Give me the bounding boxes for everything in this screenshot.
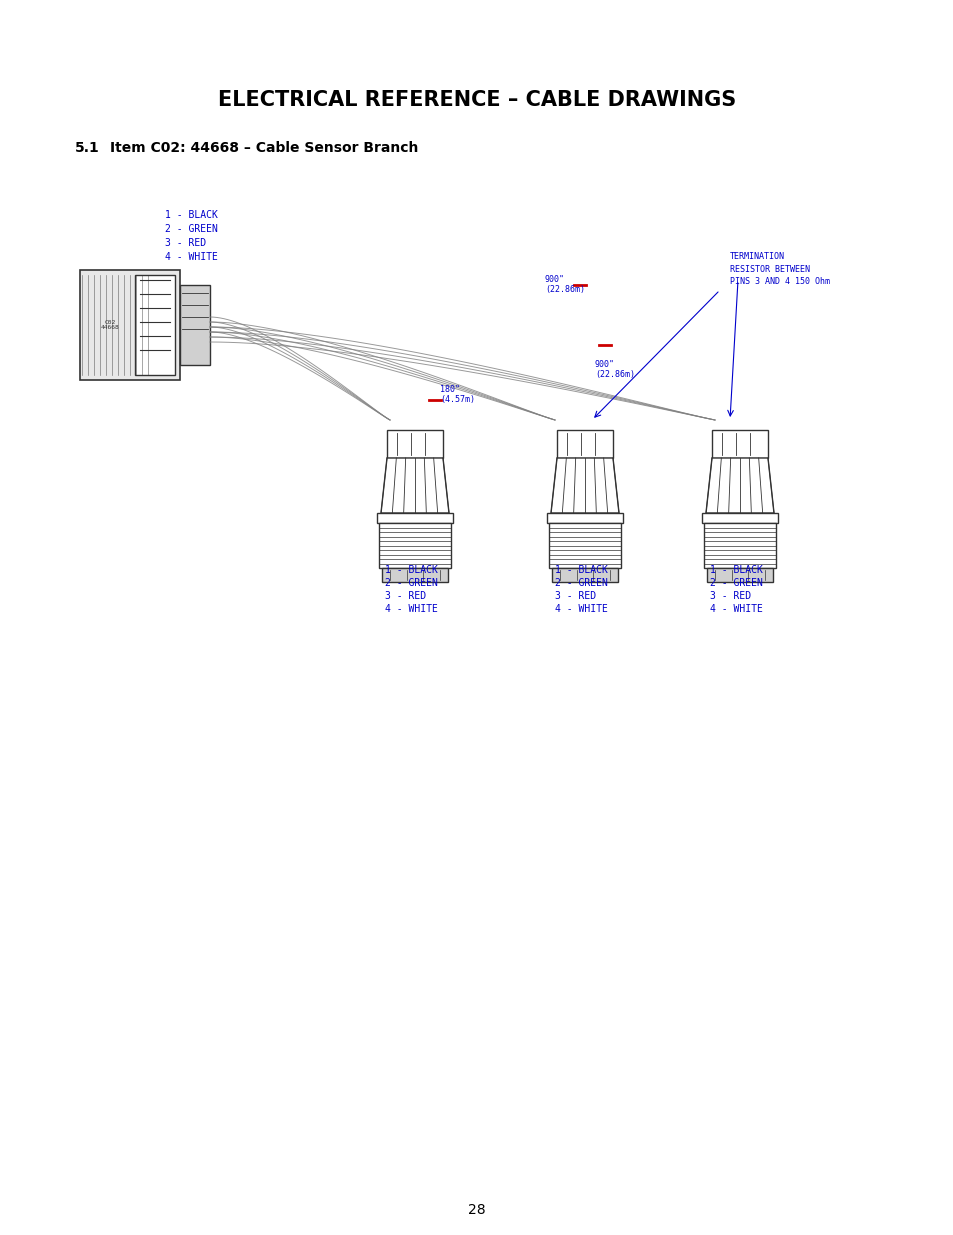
Bar xyxy=(548,522,620,568)
Text: 2 - GREEN: 2 - GREEN xyxy=(385,578,437,588)
Text: 3 - RED: 3 - RED xyxy=(555,592,596,601)
Bar xyxy=(135,275,174,375)
Text: 28: 28 xyxy=(468,1203,485,1216)
Text: 5.1: 5.1 xyxy=(75,141,100,156)
Text: 3 - RED: 3 - RED xyxy=(385,592,426,601)
Text: C02
44668: C02 44668 xyxy=(100,320,119,331)
Text: 4 - WHITE: 4 - WHITE xyxy=(165,252,217,262)
Text: 180"
(4.57m): 180" (4.57m) xyxy=(439,385,475,404)
Text: 900"
(22.86m): 900" (22.86m) xyxy=(544,275,584,294)
Text: 2 - GREEN: 2 - GREEN xyxy=(165,224,217,233)
Bar xyxy=(703,522,775,568)
Bar xyxy=(706,568,772,582)
Polygon shape xyxy=(380,458,449,513)
Text: 2 - GREEN: 2 - GREEN xyxy=(709,578,762,588)
Text: 1 - BLACK: 1 - BLACK xyxy=(165,210,217,220)
Bar xyxy=(552,568,618,582)
Polygon shape xyxy=(551,458,618,513)
Text: 1 - BLACK: 1 - BLACK xyxy=(555,564,607,576)
Bar xyxy=(557,430,613,458)
Text: 4 - WHITE: 4 - WHITE xyxy=(385,604,437,614)
Text: Item C02: 44668 – Cable Sensor Branch: Item C02: 44668 – Cable Sensor Branch xyxy=(110,141,418,156)
Text: ELECTRICAL REFERENCE – CABLE DRAWINGS: ELECTRICAL REFERENCE – CABLE DRAWINGS xyxy=(217,90,736,110)
Bar xyxy=(701,513,778,522)
Bar xyxy=(381,568,448,582)
Bar xyxy=(711,430,767,458)
Bar xyxy=(387,430,442,458)
Text: 3 - RED: 3 - RED xyxy=(709,592,750,601)
Bar xyxy=(180,285,210,366)
Text: 900"
(22.86m): 900" (22.86m) xyxy=(595,359,635,379)
Text: TERMINATION
RESISTOR BETWEEN
PINS 3 AND 4 150 Ohm: TERMINATION RESISTOR BETWEEN PINS 3 AND … xyxy=(729,252,829,287)
Bar xyxy=(546,513,622,522)
Text: 3 - RED: 3 - RED xyxy=(165,238,206,248)
Text: 4 - WHITE: 4 - WHITE xyxy=(709,604,762,614)
Text: 1 - BLACK: 1 - BLACK xyxy=(385,564,437,576)
Bar xyxy=(80,270,180,380)
Text: 2 - GREEN: 2 - GREEN xyxy=(555,578,607,588)
Bar xyxy=(376,513,453,522)
Text: 1 - BLACK: 1 - BLACK xyxy=(709,564,762,576)
Text: 4 - WHITE: 4 - WHITE xyxy=(555,604,607,614)
Polygon shape xyxy=(705,458,773,513)
Bar xyxy=(378,522,451,568)
